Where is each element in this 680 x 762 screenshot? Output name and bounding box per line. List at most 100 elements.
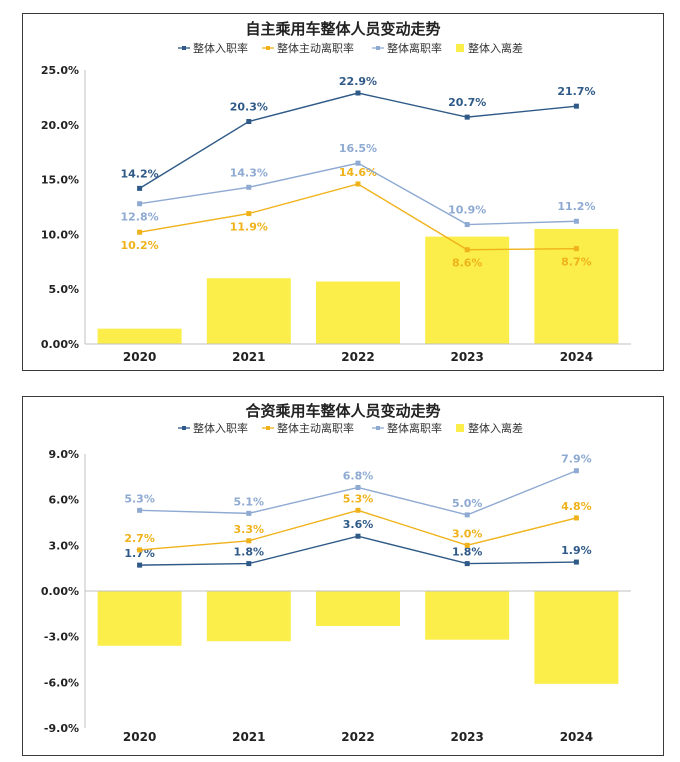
series-0-point [573, 103, 579, 109]
legend-item-0-marker [182, 46, 186, 50]
series-0-point [464, 114, 470, 120]
x-tick-label: 2021 [232, 350, 265, 364]
series-0-point [464, 561, 470, 567]
x-tick-label: 2020 [123, 350, 156, 364]
series-1-point [246, 538, 252, 544]
series-1-point [137, 547, 143, 553]
series-2-data-label: 16.5% [339, 142, 377, 155]
x-tick-label: 2024 [560, 350, 593, 364]
series-0-data-label: 21.7% [557, 85, 595, 98]
bar-2021 [206, 591, 291, 642]
legend-item-2-label: 整体离职率 [387, 41, 442, 55]
legend-item-2-label: 整体离职率 [387, 421, 442, 435]
series-2-data-label: 12.8% [121, 211, 159, 224]
legend-item-0-marker [182, 426, 186, 430]
bar-2023 [425, 236, 510, 344]
series-1-data-label: 5.3% [343, 492, 374, 505]
legend-item-3-label: 整体入离差 [468, 41, 523, 55]
series-0-point [355, 90, 361, 96]
series-1-data-label: 3.3% [234, 523, 265, 536]
legend-item-1-label: 整体主动离职率 [277, 421, 354, 435]
series-0-data-label: 22.9% [339, 75, 377, 88]
chart-title: 自主乘用车整体人员变动走势 [245, 20, 440, 38]
series-line-0 [139, 535, 577, 566]
series-2-point [573, 218, 579, 224]
series-0-data-label: 3.6% [343, 518, 374, 531]
chart-panel-domestic: 自主乘用车整体人员变动走势整体入职率 整体主动离职率 整体离职率 整体入离差 0.00%… [22, 13, 664, 371]
series-1-data-label: 4.8% [561, 500, 592, 513]
series-2-point [246, 184, 252, 190]
series-2-point [355, 484, 361, 490]
bar-2022 [316, 591, 400, 627]
legend-item-2-marker [376, 46, 380, 50]
x-tick-label: 2023 [450, 350, 483, 364]
series-0-point [573, 559, 579, 565]
series-2-point [137, 201, 143, 207]
series-1-data-label: 3.0% [452, 527, 483, 540]
legend-item-3-label: 整体入离差 [468, 421, 523, 435]
y-tick-label: 10.0% [41, 228, 79, 241]
chart-title: 合资乘用车整体人员变动走势 [244, 402, 440, 420]
x-tick-label: 2020 [123, 730, 156, 744]
y-tick-label: 0.00% [41, 338, 79, 351]
series-2-point [573, 468, 579, 474]
series-1-data-label: 10.2% [121, 239, 159, 252]
series-2-point [355, 160, 361, 166]
series-0-point [246, 561, 252, 567]
y-tick-label: -3.0% [44, 631, 79, 644]
y-tick-label: 5.0% [48, 283, 79, 296]
series-2-data-label: 10.9% [448, 204, 486, 217]
x-tick-label: 2023 [450, 730, 483, 744]
y-tick-label: 25.0% [41, 64, 79, 77]
series-2-point [137, 507, 143, 513]
series-1-data-label: 14.6% [339, 166, 377, 179]
bar-2022 [316, 281, 400, 344]
series-1-data-label: 2.7% [124, 532, 155, 545]
series-2-data-label: 5.3% [124, 492, 155, 505]
y-tick-label: 6.0% [48, 494, 79, 507]
series-0-point [355, 533, 361, 539]
series-1-data-label: 8.6% [452, 257, 483, 270]
legend-item-1-label: 整体主动离职率 [277, 41, 354, 55]
series-2-point [464, 512, 470, 518]
series-2-point [246, 510, 252, 516]
y-tick-label: 3.0% [48, 539, 79, 552]
series-0-data-label: 1.7% [124, 547, 155, 560]
series-0-data-label: 14.2% [121, 167, 159, 180]
series-0-data-label: 1.8% [234, 546, 265, 559]
series-1-point [464, 542, 470, 548]
series-2-data-label: 5.0% [452, 497, 483, 510]
series-2-data-label: 6.8% [343, 469, 374, 482]
bar-2024 [534, 591, 619, 684]
series-1-data-label: 8.7% [561, 256, 592, 269]
x-tick-label: 2021 [232, 730, 265, 744]
series-0-point [246, 119, 252, 125]
legend-item-1-marker [266, 426, 270, 430]
legend-item-0-label: 整体入职率 [193, 41, 248, 55]
series-2-point [464, 222, 470, 228]
y-tick-label: -9.0% [44, 722, 79, 735]
legend-item-2-marker [376, 426, 380, 430]
series-1-point [246, 211, 252, 217]
x-tick-label: 2022 [341, 350, 374, 364]
chart-panel-jv: 合资乘用车整体人员变动走势 整体入职率 整体主动离职率 整体离职率 整体入离差 -9.0%… [22, 396, 664, 756]
series-2-data-label: 5.1% [234, 495, 265, 508]
series-0-data-label: 1.9% [561, 544, 592, 557]
series-2-data-label: 11.2% [557, 200, 595, 213]
series-0-data-label: 20.3% [230, 101, 268, 114]
x-tick-label: 2024 [560, 730, 593, 744]
series-0-point [137, 562, 143, 568]
legend-item-0-label: 整体入职率 [193, 421, 248, 435]
series-0-data-label: 1.8% [452, 546, 483, 559]
x-tick-label: 2022 [341, 730, 374, 744]
series-0-data-label: 20.7% [448, 96, 486, 109]
series-1-point [573, 515, 579, 521]
series-2-data-label: 7.9% [561, 453, 592, 466]
series-1-point [355, 507, 361, 513]
legend-item-1-marker [266, 46, 270, 50]
y-tick-label: 15.0% [41, 174, 79, 187]
series-1-point [573, 246, 579, 252]
series-2-data-label: 14.3% [230, 166, 268, 179]
